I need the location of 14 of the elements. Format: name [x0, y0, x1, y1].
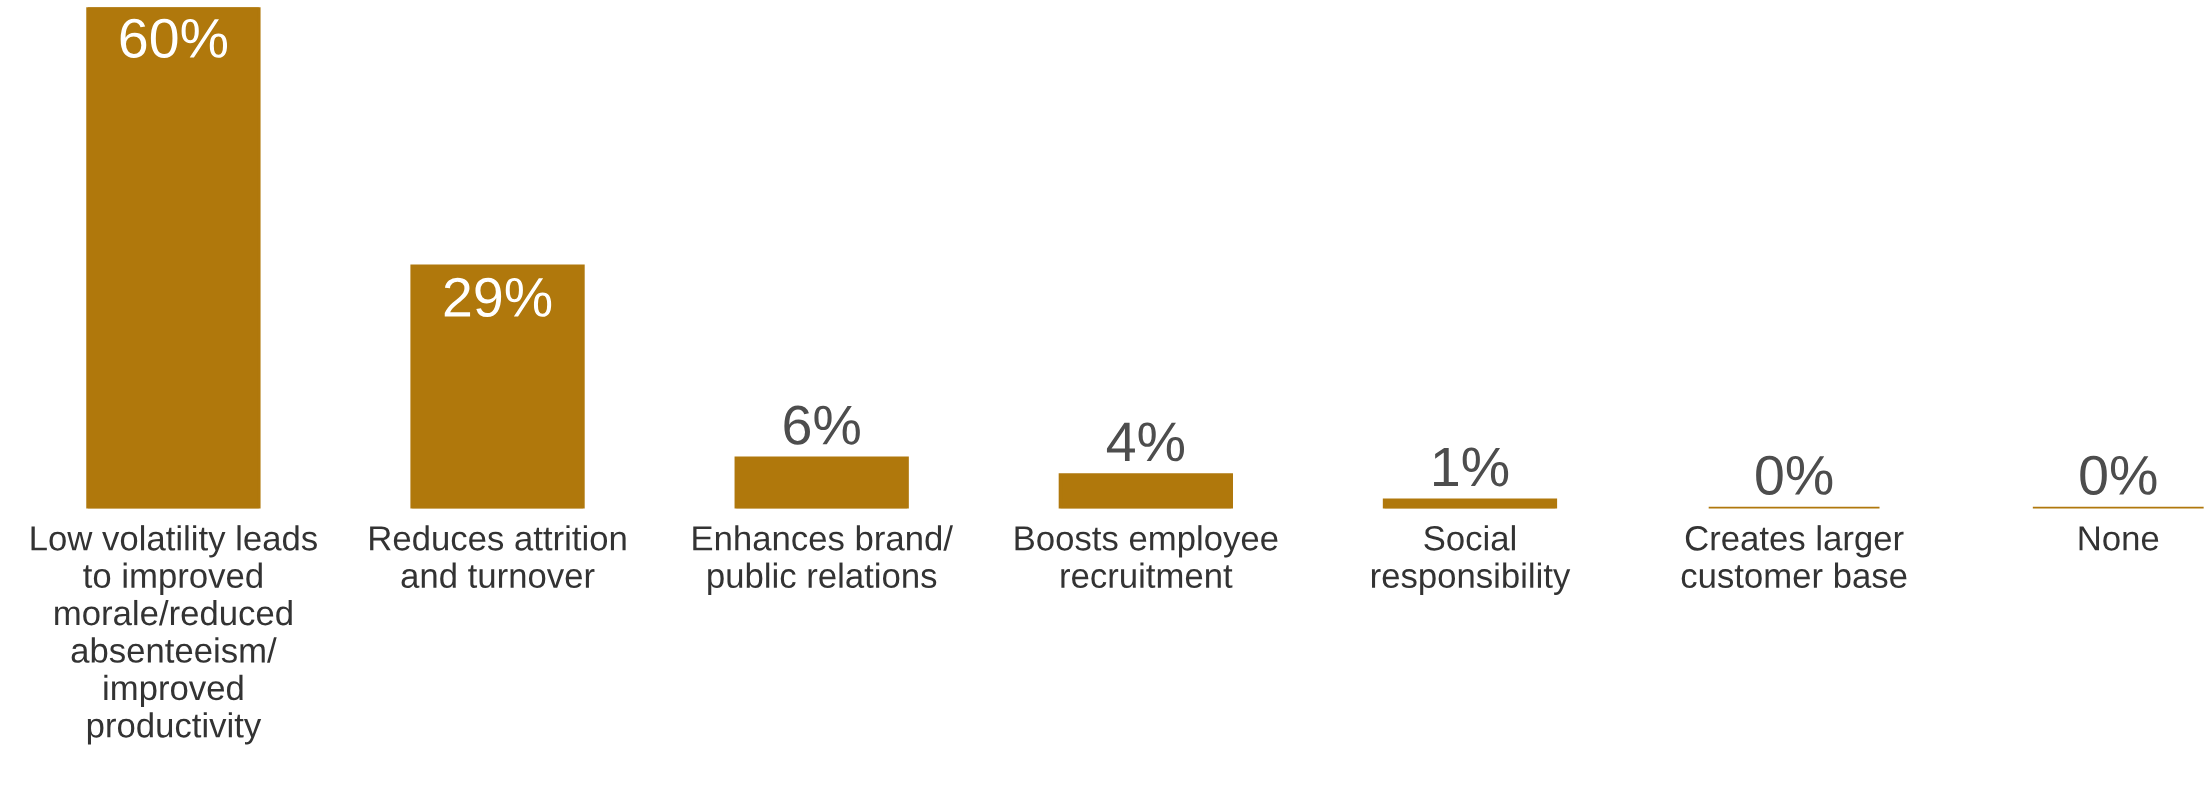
data-label: 0%: [1756, 455, 1833, 495]
data-label: 60%: [120, 18, 228, 59]
data-label: 29%: [444, 277, 552, 318]
data-label: 1%: [1434, 447, 1509, 487]
x-tick-label: Creates larger customer base: [1681, 525, 1907, 589]
x-tick-label: Boosts employee recruitment: [1015, 525, 1278, 589]
x-tick-label: Reduces attrition and turnover: [370, 525, 626, 589]
data-label: 4%: [1106, 422, 1184, 462]
data-label: 6%: [784, 405, 860, 445]
x-tick-label: Enhances brand/ public relations: [693, 525, 953, 595]
x-tick-label: Social responsibility: [1371, 525, 1571, 595]
x-tick-label: None: [2079, 526, 2159, 551]
x-tick-label: Low volatility leads to improved morale/reduced absenteeism/ improved productivity: [31, 525, 317, 745]
data-label: 0%: [2080, 455, 2157, 495]
